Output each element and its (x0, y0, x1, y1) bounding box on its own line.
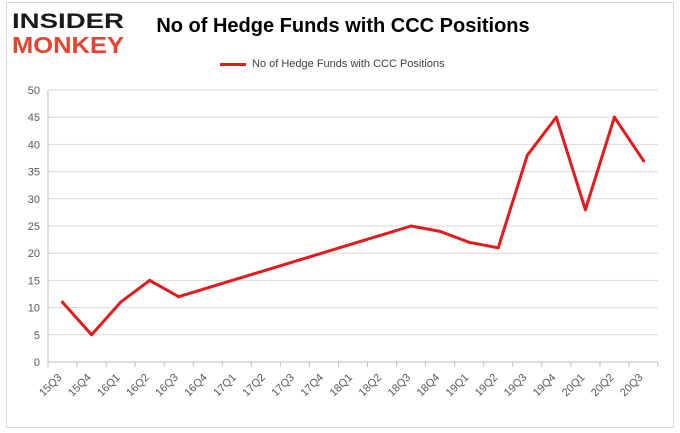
data-point-20Q3 (641, 159, 645, 163)
x-tick-label-18Q4: 18Q4 (415, 372, 443, 400)
x-tick-label-18Q3: 18Q3 (386, 372, 414, 400)
y-tick-labels: 0 5 10 15 20 25 30 35 40 45 50 (28, 85, 40, 369)
y-tick-label-15: 15 (28, 275, 40, 287)
series-lines (61, 115, 645, 337)
y-tick-label-20: 20 (28, 248, 40, 260)
data-point-19Q4 (554, 115, 558, 119)
series-line-0 (61, 115, 645, 337)
x-tick-label-17Q1: 17Q1 (211, 372, 239, 400)
y-tick-label-30: 30 (28, 194, 40, 206)
insider-monkey-logo: INSIDER MONKEY (12, 10, 124, 58)
x-tick-label-17Q3: 17Q3 (270, 372, 298, 400)
x-tick-labels: 15Q3 15Q4 16Q1 16Q2 16Q3 16Q4 17Q1 17Q2 17Q3 17Q4… (37, 372, 645, 400)
data-point-16Q2 (148, 278, 152, 282)
x-tick-label-19Q1: 19Q1 (444, 372, 472, 400)
y-tick-label-5: 5 (34, 330, 40, 342)
chart-title: No of Hedge Funds with CCC Positions (156, 15, 530, 37)
gridlines (48, 89, 658, 363)
data-point-16Q3 (177, 295, 181, 299)
x-tick-label-16Q3: 16Q3 (153, 372, 181, 400)
data-point-16Q1 (119, 300, 123, 304)
x-tick-label-18Q2: 18Q2 (357, 372, 385, 400)
data-point-19Q2 (496, 246, 500, 250)
y-tick-label-40: 40 (28, 139, 40, 151)
x-tick-label-16Q2: 16Q2 (124, 372, 152, 400)
x-tick-label-20Q2: 20Q2 (589, 372, 617, 400)
y-tick-label-0: 0 (34, 357, 40, 369)
data-point-15Q4 (90, 333, 94, 337)
x-tick-label-19Q3: 19Q3 (502, 372, 530, 400)
y-tick-label-35: 35 (28, 167, 40, 179)
y-tick-label-10: 10 (28, 303, 40, 315)
data-point-15Q3 (61, 300, 65, 304)
axes (47, 90, 659, 367)
x-tick-label-16Q4: 16Q4 (182, 372, 210, 400)
legend-label: No of Hedge Funds with CCC Positions (252, 58, 445, 70)
legend-swatch (220, 62, 246, 66)
x-tick-label-18Q1: 18Q1 (328, 372, 356, 400)
x-tick-label-19Q4: 19Q4 (531, 372, 559, 400)
data-point-18Q4 (438, 229, 442, 233)
x-tick-label-20Q1: 20Q1 (560, 372, 588, 400)
data-point-20Q1 (583, 208, 587, 212)
x-tick-label-15Q4: 15Q4 (66, 372, 94, 400)
x-tick-label-17Q2: 17Q2 (240, 372, 268, 400)
y-tick-label-50: 50 (28, 85, 40, 97)
x-tick-label-16Q1: 16Q1 (95, 372, 123, 400)
chart-frame (6, 2, 674, 428)
data-point-18Q3 (409, 224, 413, 228)
x-tick-label-15Q3: 15Q3 (37, 372, 65, 400)
data-point-19Q1 (467, 240, 471, 244)
x-tick-label-17Q4: 17Q4 (299, 372, 327, 400)
logo-line-2: MONKEY (12, 32, 124, 58)
y-tick-label-45: 45 (28, 112, 40, 124)
chart-legend[interactable]: No of Hedge Funds with CCC Positions (220, 55, 445, 73)
x-tick-label-19Q2: 19Q2 (473, 372, 501, 400)
data-point-19Q3 (525, 153, 529, 157)
x-tick-label-20Q3: 20Q3 (618, 372, 646, 400)
y-tick-label-25: 25 (28, 221, 40, 233)
data-point-20Q2 (612, 115, 616, 119)
logo-line-1: INSIDER (12, 10, 124, 33)
